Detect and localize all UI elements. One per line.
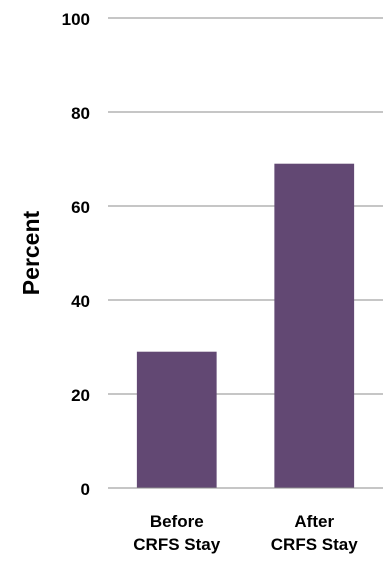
x-tick-labels: Before CRFS Stay After CRFS Stay bbox=[133, 512, 358, 554]
y-tick-label: 20 bbox=[71, 386, 90, 405]
y-tick-labels: 0 20 40 60 80 100 bbox=[62, 10, 90, 499]
x-tick-label-line: CRFS Stay bbox=[271, 535, 358, 554]
y-tick-label: 100 bbox=[62, 10, 90, 29]
y-axis-label: Percent bbox=[18, 210, 44, 295]
y-tick-label: 0 bbox=[81, 480, 90, 499]
bars bbox=[136, 163, 355, 488]
y-tick-label: 40 bbox=[71, 292, 90, 311]
x-tick-label-line: Before bbox=[150, 512, 204, 531]
bar bbox=[274, 163, 355, 488]
x-tick-label-line: CRFS Stay bbox=[133, 535, 220, 554]
y-tick-label: 80 bbox=[71, 104, 90, 123]
bar bbox=[136, 351, 217, 488]
x-tick-label: After CRFS Stay bbox=[271, 512, 358, 554]
x-tick-label-line: After bbox=[294, 512, 334, 531]
y-tick-label: 60 bbox=[71, 198, 90, 217]
x-tick-label: Before CRFS Stay bbox=[133, 512, 220, 554]
